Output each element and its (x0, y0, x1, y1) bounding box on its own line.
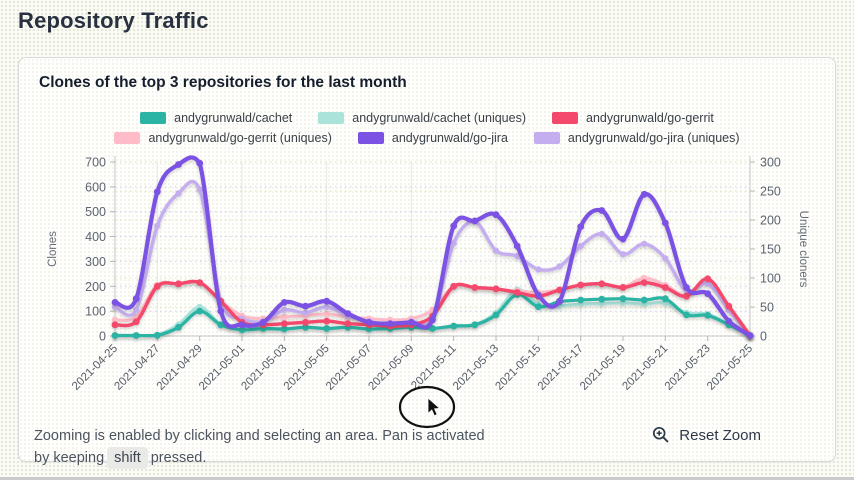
chart-legend: andygrunwald/cachet andygrunwald/cachet (… (29, 111, 825, 151)
reset-zoom-button[interactable]: Reset Zoom (648, 424, 765, 446)
legend-item[interactable]: andygrunwald/go-gerrit (552, 111, 714, 125)
legend-marker (552, 112, 578, 124)
traffic-card: Clones of the top 3 repositories for the… (18, 57, 836, 469)
legend-label: andygrunwald/cachet (uniques) (352, 111, 526, 125)
legend-row: andygrunwald/cachet andygrunwald/cachet (… (29, 111, 825, 125)
zoom-help-text: Zooming is enabled by clicking and selec… (34, 425, 614, 469)
legend-row: andygrunwald/go-gerrit (uniques) andygrun… (29, 131, 825, 145)
legend-item[interactable]: andygrunwald/go-jira (357, 131, 508, 145)
legend-label: andygrunwald/go-gerrit (586, 111, 714, 125)
legend-label: andygrunwald/go-jira (uniques) (567, 131, 740, 145)
bottom-strip (0, 477, 854, 480)
legend-item[interactable]: andygrunwald/go-jira (uniques) (533, 131, 740, 145)
reset-zoom-label: Reset Zoom (679, 426, 761, 444)
legend-item[interactable]: andygrunwald/go-gerrit (uniques) (114, 131, 332, 145)
legend-marker (140, 112, 167, 124)
legend-marker (318, 112, 345, 124)
legend-item[interactable]: andygrunwald/cachet (uniques) (318, 111, 526, 125)
legend-marker (357, 132, 384, 144)
zoom-help-line2-before: by keeping (34, 449, 105, 466)
shift-key-badge: shift (107, 446, 148, 469)
legend-marker (533, 132, 560, 144)
legend-label: andygrunwald/go-gerrit (uniques) (148, 131, 332, 145)
legend-label: andygrunwald/go-jira (391, 131, 508, 145)
page-title: Repository Traffic (18, 8, 209, 33)
zoom-in-icon (652, 426, 670, 444)
chart-title: Clones of the top 3 repositories for the… (39, 74, 407, 91)
zoom-help-line2-after: pressed. (150, 449, 207, 466)
legend-label: andygrunwald/cachet (174, 111, 293, 125)
legend-item[interactable]: andygrunwald/cachet (140, 111, 292, 125)
zoom-help-line1: Zooming is enabled by clicking and selec… (34, 427, 485, 444)
legend-marker (114, 132, 141, 144)
